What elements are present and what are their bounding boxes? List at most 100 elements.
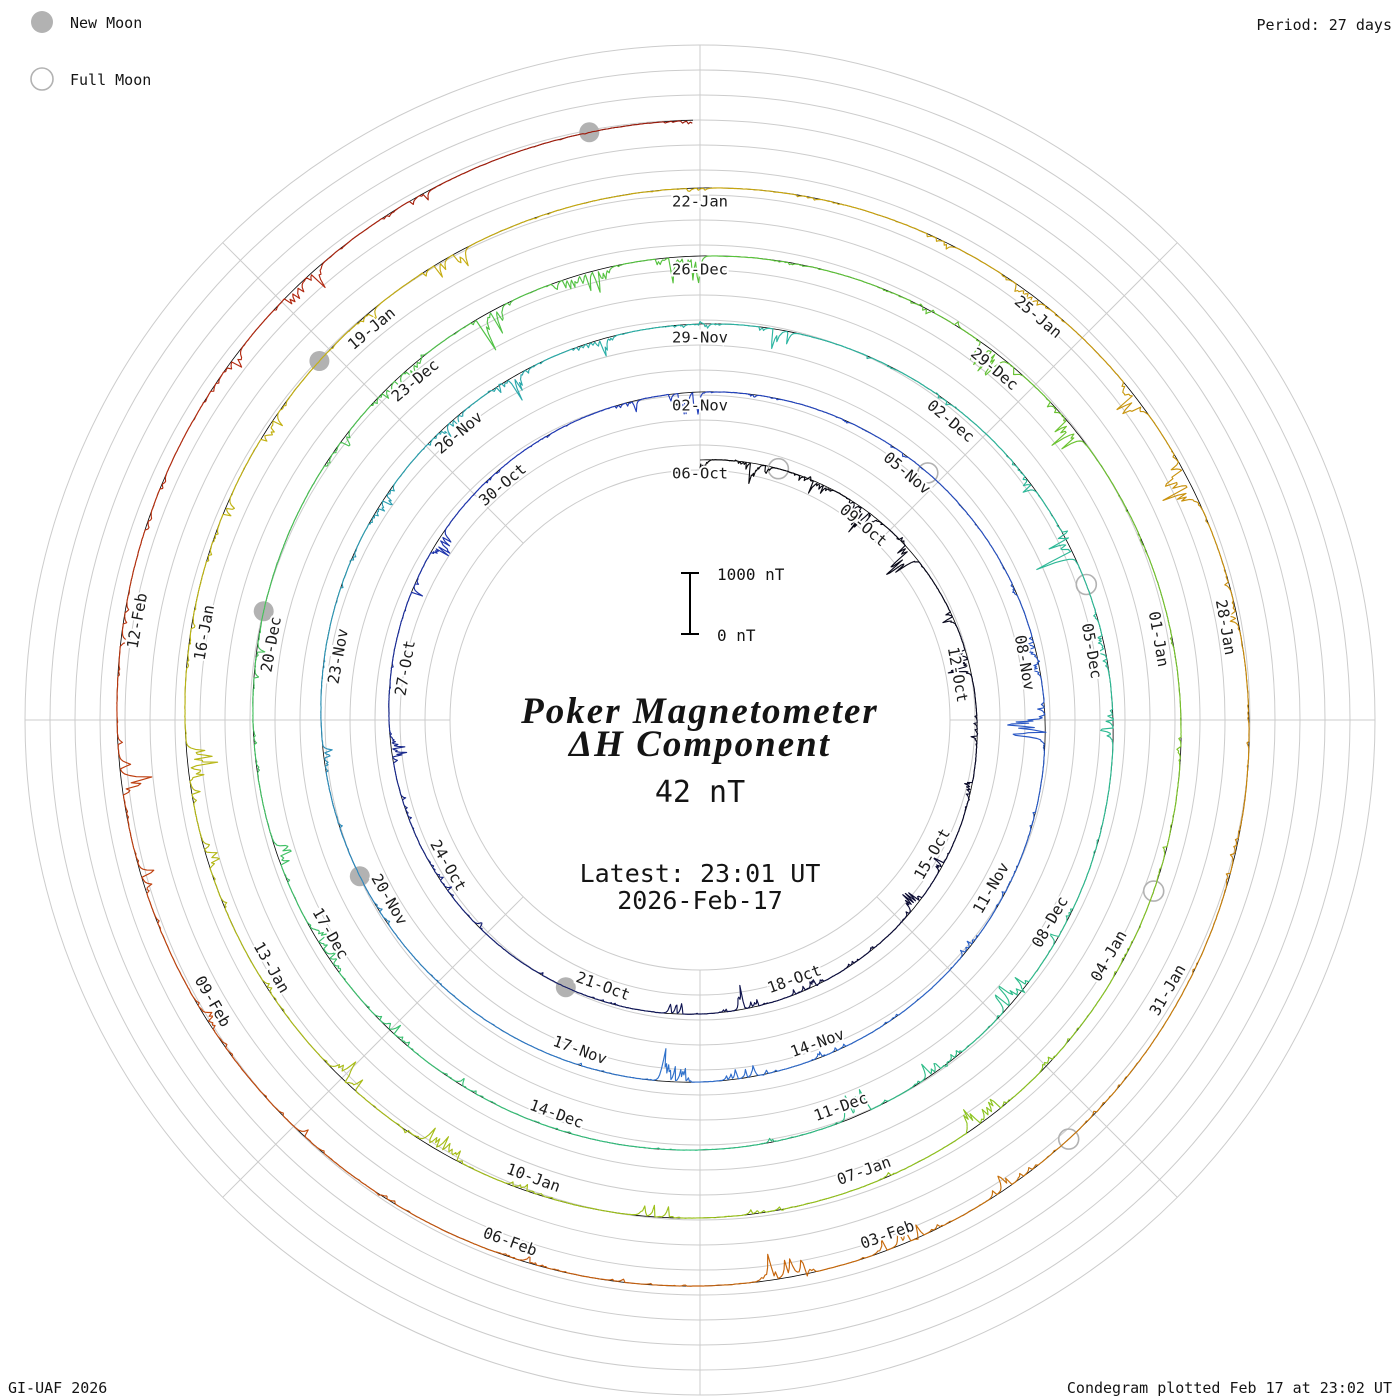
trace-segment [583,1136,650,1149]
trace-segment [735,255,808,267]
latest-date-label: 2026-Feb-17 [617,886,783,915]
full-moon-legend-label: Full Moon [70,71,151,89]
trace-segment [1010,585,1033,635]
trace-segment [674,391,726,415]
footer-right-label: Condegram plotted Feb 17 at 23:02 UT [1067,1379,1392,1397]
trace-segment [624,393,675,413]
trace-segment [320,653,326,713]
trace-segment [618,187,701,197]
trace-segment [711,984,757,1014]
trace-segment [562,122,654,140]
date-label: 20-Nov [367,871,411,928]
trace-segment [953,497,988,540]
trace-segment [904,1050,958,1093]
trace-segment [413,830,437,874]
footer-left-label: GI-UAF 2026 [8,1379,107,1397]
date-label: 08-Nov [1011,634,1038,692]
trace-segment [1116,402,1179,471]
trace-segment [780,468,819,494]
trace-segment [524,346,581,374]
trace-segment [574,1062,630,1078]
trace-segment [159,928,201,1009]
trace-segment [251,1081,315,1146]
trace-segment [474,138,563,169]
trace-segment [339,827,364,882]
trace-segment [131,842,162,929]
chart-title-line1: Poker Magnetometer [520,691,879,732]
trace-segment [649,1147,717,1151]
scale-bar: 1000 nT 0 nT [681,565,785,645]
date-label: 14-Dec [527,1096,586,1132]
trace-segment [782,1116,846,1141]
trace-segment [576,991,621,1007]
chart-title-line2: ΔH Component [567,724,831,765]
trace-segment [392,930,431,975]
trace-segment [161,405,203,489]
date-label: 02-Nov [672,397,728,415]
trace-segment [1199,877,1229,960]
trace-segment [281,346,335,410]
trace-segment [362,881,394,932]
trace-segment [280,1007,333,1067]
trace-segment [522,1041,576,1065]
scale-top-label: 1000 nT [717,565,785,584]
trace-segment [1162,468,1217,544]
trace-segment [1171,747,1181,823]
grid-spoke [222,896,524,1198]
trace-segment [525,271,597,295]
trace-segment [252,676,259,746]
trace-segment [872,433,917,464]
date-label: 06-Feb [481,1224,540,1260]
trace-segment [982,430,1026,480]
trace-segment [388,689,393,739]
trace-segment [263,541,287,608]
trace-segment [200,1007,253,1082]
trace-segment [391,737,408,786]
date-label: 11-Nov [969,859,1013,916]
trace-segment [209,865,241,941]
trace-segment [316,420,358,479]
trace-segment [191,788,220,867]
trace-segment [891,1210,971,1249]
trace-segment [287,878,328,937]
trace-segment [1036,529,1088,588]
trace-segment [463,910,498,945]
trace-segment [534,970,577,993]
trace-segment [620,1005,666,1014]
trace-segment [756,1196,833,1214]
moon-legend: New Moon Full Moon [30,11,151,91]
trace-segment [337,540,361,597]
trace-segment [284,478,318,542]
date-label: 29-Nov [672,329,728,347]
trace-segment [876,286,944,319]
trace-segment [782,192,864,211]
center-text-block: Poker Magnetometer ΔH Component 42 nT La… [520,691,879,915]
trace-segment [533,419,578,445]
date-label: 27-Oct [391,639,418,697]
trace-segment [493,443,534,476]
date-label: 17-Nov [550,1032,609,1068]
trace-segment [629,1048,687,1082]
trace-segment [994,956,1047,1007]
trace-segment [807,1238,893,1272]
trace-segment [942,317,1000,376]
trace-segment [1022,479,1062,531]
trace-segment [1177,673,1182,749]
trace-segment [463,293,527,351]
trace-segment [406,1041,465,1082]
trace-segment [320,211,394,269]
trace-segment [796,1043,849,1067]
date-label: 09-Oct [836,501,890,551]
trace-segment [1086,587,1105,650]
trace-segment [603,1204,681,1219]
trace-segment [863,209,941,242]
trace-segment [842,1089,906,1118]
trace-segment [915,462,955,499]
trace-segment [798,972,840,993]
trace-segment [699,321,762,331]
trace-segment [930,841,955,881]
trace-segment [184,709,219,790]
trace-segment [1007,686,1047,741]
polar-grid [24,44,1376,1396]
